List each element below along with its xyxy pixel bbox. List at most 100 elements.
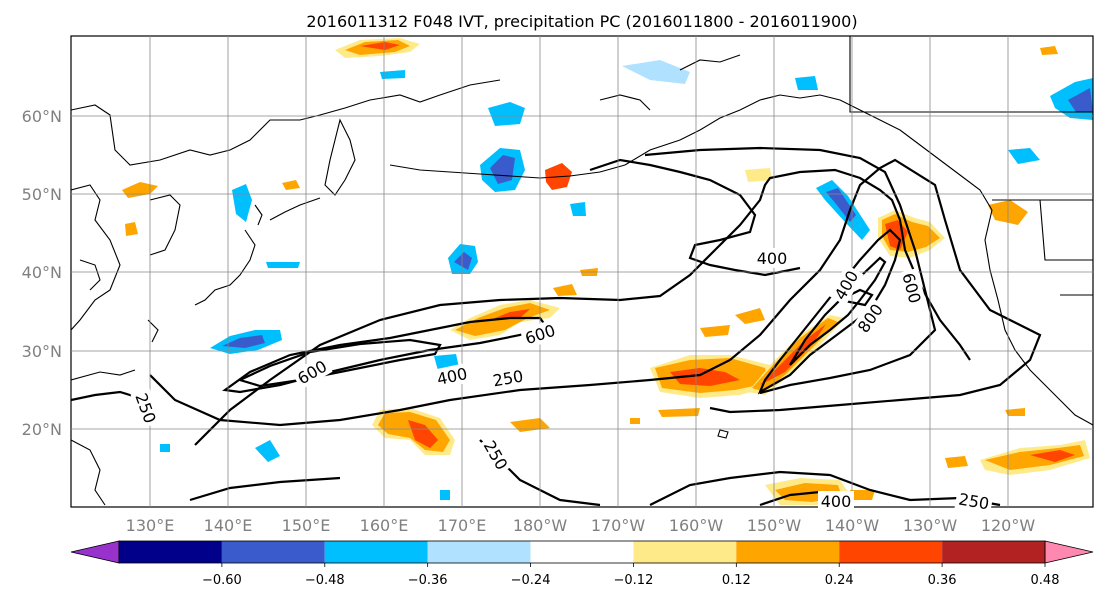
contour-label-text: 250 [957,489,990,513]
map-panel [71,36,1093,507]
contour-label: 400 [754,248,790,268]
precip-blob [408,420,438,448]
coastline [194,229,256,306]
coastline [624,94,993,211]
ivt-contour [836,288,874,307]
precip-blob [160,444,170,452]
precip-blob [380,70,405,79]
colorbar-label: 0.36 [928,573,957,588]
contour-label-bg [478,434,514,476]
precip-blob [360,42,400,50]
precip-blob [222,335,265,348]
colorbar-segment [427,541,531,563]
coastline [149,194,181,256]
precip-blob [488,102,525,126]
precipitation-shading [122,38,1093,505]
lon-tick-label: 120°W [981,516,1036,535]
colorbar-segment [324,541,428,563]
lat-tick-label: 20°N [22,420,62,439]
lon-tick-label: 140°W [825,516,880,535]
contour-label-bg [432,362,472,390]
colorbar-label: 0.48 [1031,573,1060,588]
lat-tick-label: 40°N [22,263,62,282]
lon-tick-label: 130°W [903,516,958,535]
precip-blob [1005,408,1025,416]
coastline [389,164,626,179]
colorbar-label: −0.60 [202,573,242,588]
precip-blob [454,252,472,270]
map-frame [70,35,1094,508]
contour-label-text: 400 [821,492,852,511]
lon-tick-label: 180°W [513,516,568,535]
precip-blob [125,222,138,236]
graticule [71,36,1093,507]
colorbar-segment [119,541,222,563]
lat-tick-label: 30°N [22,342,62,361]
precip-blob [1040,46,1058,55]
precip-blob [945,456,968,468]
precip-blob [622,60,690,84]
lat-tick-label: 60°N [22,107,62,126]
ivt-contour [149,158,1042,427]
precip-blob [282,180,300,190]
precip-blob [745,168,772,182]
ivt-contour [194,168,971,446]
precip-blob [700,325,730,337]
coastline [679,54,741,71]
ivt-contour [649,470,1001,507]
coastline [599,94,651,111]
ivt-contour [789,256,887,366]
colorbar-extend-high [1044,540,1094,564]
ivt-contour [71,390,141,402]
chart-title: 2016011312 F048 IVT, precipitation PC (2… [306,12,857,31]
contour-label-bg [818,491,854,511]
coastline [71,79,501,166]
contour-label-text: 400 [757,249,788,268]
precip-blob [1008,148,1040,164]
lon-tick-label: 160°E [360,516,409,535]
coastline [984,209,1093,426]
contour-label-bg [130,387,162,429]
precip-blob [760,324,826,385]
precip-blob [266,262,300,268]
precip-blob [850,490,875,500]
precip-blob [1068,88,1093,112]
colorbar-label: −0.48 [305,573,345,588]
lon-tick-label: 170°W [591,516,646,535]
coastline [254,204,263,226]
border [1039,199,1093,261]
lon-tick-label: 170°E [438,516,487,535]
colorbar-label: 0.24 [825,573,854,588]
colorbar-segment [221,541,325,563]
colorbar-label: −0.24 [511,573,551,588]
colorbar-segment [530,541,634,563]
contour-label-bg [754,248,790,268]
lon-tick-label: 150°W [747,516,802,535]
coastline [324,118,356,196]
precip-blob [255,440,280,462]
precip-blob [658,408,700,417]
ivt-contour [236,338,442,388]
contour-label-bg [851,297,889,339]
contour-label: 250 [954,488,994,514]
contour-label-bg [828,264,864,306]
coastline [717,429,729,439]
colorbar-label: −0.12 [614,573,654,588]
precip-blob [630,418,640,424]
precip-blob [490,155,515,184]
precip-blob [440,490,450,500]
colorbar-label: 0.12 [722,573,751,588]
lon-tick-label: 160°W [669,516,724,535]
precip-blob [1030,450,1075,462]
colorbar-extend-low [70,540,120,564]
ivt-contour [757,228,902,395]
colorbar-frame [118,540,1046,564]
precip-blob [735,308,765,324]
coastline [269,197,321,221]
border [849,36,1093,113]
coastline [79,259,101,291]
contour-label-bg [488,365,528,391]
colorbar-segment [942,541,1045,563]
coastlines [71,36,1093,506]
ivt-contour [644,146,937,395]
